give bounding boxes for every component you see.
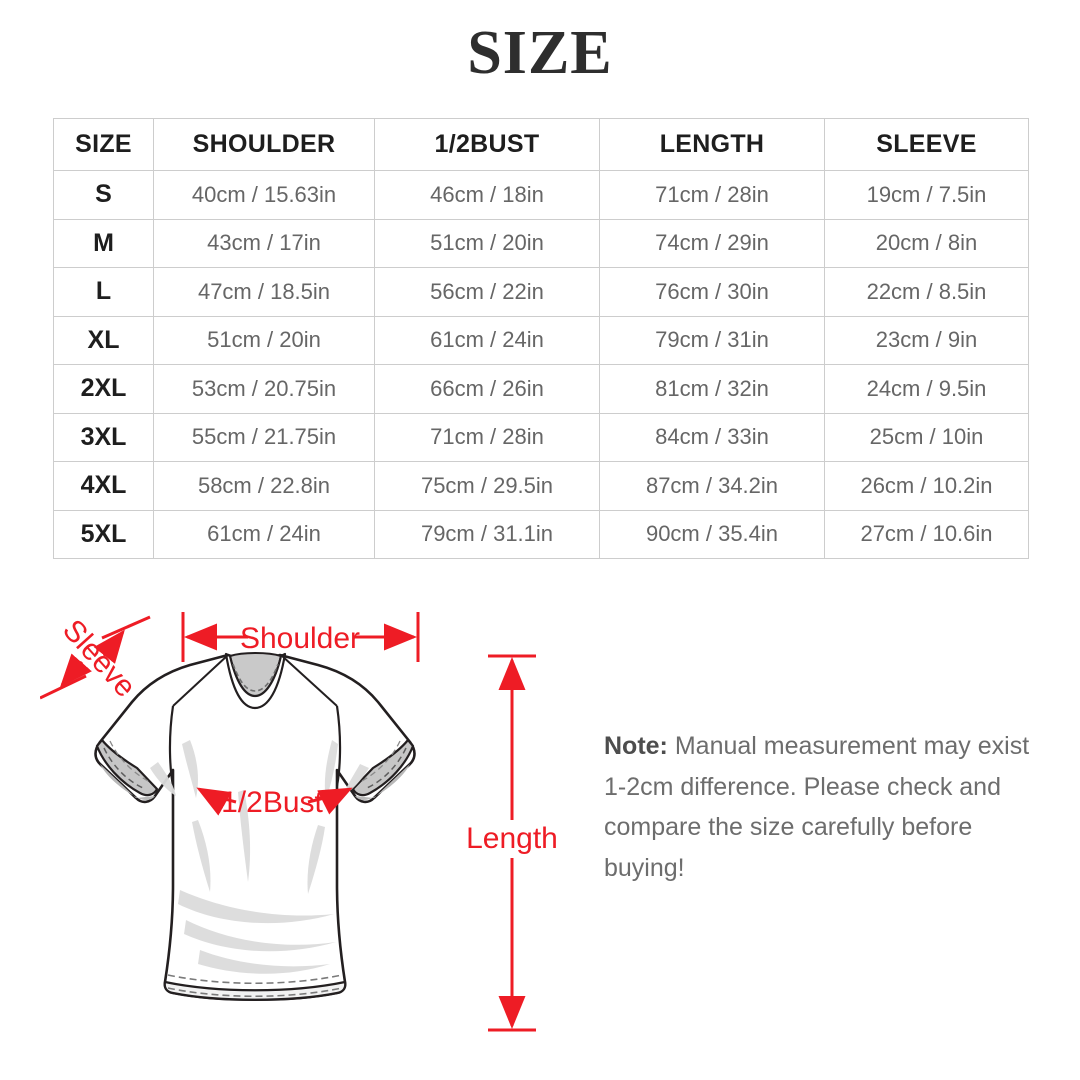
cell-shoulder: 53cm / 20.75in: [153, 364, 375, 414]
cell-size: 4XL: [53, 461, 154, 511]
table-row: M 43cm / 17in 51cm / 20in 74cm / 29in 20…: [53, 218, 1029, 268]
cell-length: 74cm / 29in: [599, 218, 825, 268]
fabric-shading: [150, 740, 369, 974]
cell-bust: 75cm / 29.5in: [374, 461, 600, 511]
cell-shoulder: 61cm / 24in: [153, 509, 375, 559]
cell-sleeve: 20cm / 8in: [824, 218, 1029, 268]
collar-band: [224, 652, 287, 710]
collar-stitch: [232, 663, 279, 692]
table-row: S 40cm / 15.63in 46cm / 18in 71cm / 28in…: [53, 170, 1029, 220]
column-header-length: LENGTH: [599, 118, 825, 171]
half-bust-arrow-right: [307, 787, 353, 815]
cell-shoulder: 43cm / 17in: [153, 218, 375, 268]
table-row: 2XL 53cm / 20.75in 66cm / 26in 81cm / 32…: [53, 364, 1029, 414]
cell-length: 84cm / 33in: [599, 412, 825, 462]
half-bust-measurement-annotation: 1/2Bust: [196, 786, 353, 819]
cell-size: 2XL: [53, 364, 154, 414]
cell-shoulder: 47cm / 18.5in: [153, 267, 375, 317]
cell-shoulder: 51cm / 20in: [153, 315, 375, 365]
armhole-seam-left: [168, 705, 175, 787]
half-bust-arrow-left: [196, 787, 237, 816]
cell-bust: 56cm / 22in: [374, 267, 600, 317]
sleeve-tick-upper: [101, 615, 151, 640]
cell-size: XL: [53, 315, 154, 365]
column-header-sleeve: SLEEVE: [824, 118, 1029, 171]
cell-size: M: [53, 218, 154, 268]
sleeve-arrow-lower: [60, 653, 92, 688]
cell-sleeve: 25cm / 10in: [824, 412, 1029, 462]
cell-size: 3XL: [53, 412, 154, 462]
table-row: 3XL 55cm / 21.75in 71cm / 28in 84cm / 33…: [53, 412, 1029, 462]
tshirt-body-group: [94, 652, 416, 1002]
cell-sleeve: 26cm / 10.2in: [824, 461, 1029, 511]
shoulder-seam-left: [172, 654, 229, 707]
sleeve-arrow-upper: [93, 629, 125, 664]
size-chart-table: SIZE SHOULDER 1/2BUST LENGTH SLEEVE S 40…: [53, 118, 1029, 559]
cell-bust: 71cm / 28in: [374, 412, 600, 462]
column-header-bust: 1/2BUST: [374, 118, 600, 171]
table-row: L 47cm / 18.5in 56cm / 22in 76cm / 30in …: [53, 267, 1029, 317]
sleeve-measurement-annotation: Sleeve: [40, 614, 151, 704]
cell-bust: 46cm / 18in: [374, 170, 600, 220]
page-title: SIZE: [467, 19, 613, 87]
table-row: XL 51cm / 20in 61cm / 24in 79cm / 31in 2…: [53, 315, 1029, 365]
cell-size: 5XL: [53, 509, 154, 559]
sleeve-cuff-right-stitch: [366, 747, 407, 789]
cell-bust: 51cm / 20in: [374, 218, 600, 268]
size-chart-table-container: SIZE SHOULDER 1/2BUST LENGTH SLEEVE S 40…: [53, 118, 1029, 559]
sleeve-cuff-left-stitch: [103, 747, 144, 789]
shoulder-measurement-annotation: Shoulder: [181, 612, 420, 662]
cell-sleeve: 19cm / 7.5in: [824, 170, 1029, 220]
cell-shoulder: 58cm / 22.8in: [153, 461, 375, 511]
table-row: 4XL 58cm / 22.8in 75cm / 29.5in 87cm / 3…: [53, 461, 1029, 511]
note-text: Manual measurement may exist 1-2cm diffe…: [604, 732, 1030, 882]
cell-size: S: [53, 170, 154, 220]
measurement-diagram: Shoulder Sleeve 1/2Bust Length: [0, 580, 1080, 1080]
armhole-seam-right: [335, 705, 342, 787]
hem-stitch-upper: [167, 974, 343, 985]
column-header-shoulder: SHOULDER: [153, 118, 375, 171]
length-measurement-annotation: Length: [466, 654, 558, 1032]
sleeve-cuff-right-band: [351, 738, 415, 797]
cell-length: 81cm / 32in: [599, 364, 825, 414]
cell-bust: 79cm / 31.1in: [374, 509, 600, 559]
tshirt-illustration: Shoulder Sleeve 1/2Bust Length: [40, 612, 558, 1032]
half-bust-label: 1/2Bust: [221, 786, 323, 819]
length-label: Length: [466, 822, 558, 855]
sleeve-cuff-left-stitch-2: [109, 740, 149, 782]
cell-length: 79cm / 31in: [599, 315, 825, 365]
cell-bust: 66cm / 26in: [374, 364, 600, 414]
hem-stitch-lower: [167, 987, 343, 998]
table-row: 5XL 61cm / 24in 79cm / 31.1in 90cm / 35.…: [53, 509, 1029, 559]
sleeve-cuff-left-band: [95, 738, 159, 797]
cell-length: 90cm / 35.4in: [599, 509, 825, 559]
cell-bust: 61cm / 24in: [374, 315, 600, 365]
hem-fold: [163, 980, 347, 1001]
cell-sleeve: 23cm / 9in: [824, 315, 1029, 365]
cell-shoulder: 55cm / 21.75in: [153, 412, 375, 462]
sleeve-tick-lower: [40, 674, 87, 700]
cell-sleeve: 22cm / 8.5in: [824, 267, 1029, 317]
column-header-size: SIZE: [53, 118, 154, 171]
table-header-row: SIZE SHOULDER 1/2BUST LENGTH SLEEVE: [53, 118, 1029, 171]
note-block: Note: Manual measurement may exist 1-2cm…: [604, 726, 1034, 888]
shoulder-seam-right: [280, 654, 338, 707]
sleeve-cuff-right-stitch-2: [361, 740, 401, 782]
cell-length: 71cm / 28in: [599, 170, 825, 220]
cell-sleeve: 27cm / 10.6in: [824, 509, 1029, 559]
cell-shoulder: 40cm / 15.63in: [153, 170, 375, 220]
cell-sleeve: 24cm / 9.5in: [824, 364, 1029, 414]
note-label: Note:: [604, 732, 668, 760]
cell-length: 87cm / 34.2in: [599, 461, 825, 511]
cell-length: 76cm / 30in: [599, 267, 825, 317]
cell-size: L: [53, 267, 154, 317]
shoulder-label: Shoulder: [240, 622, 360, 655]
